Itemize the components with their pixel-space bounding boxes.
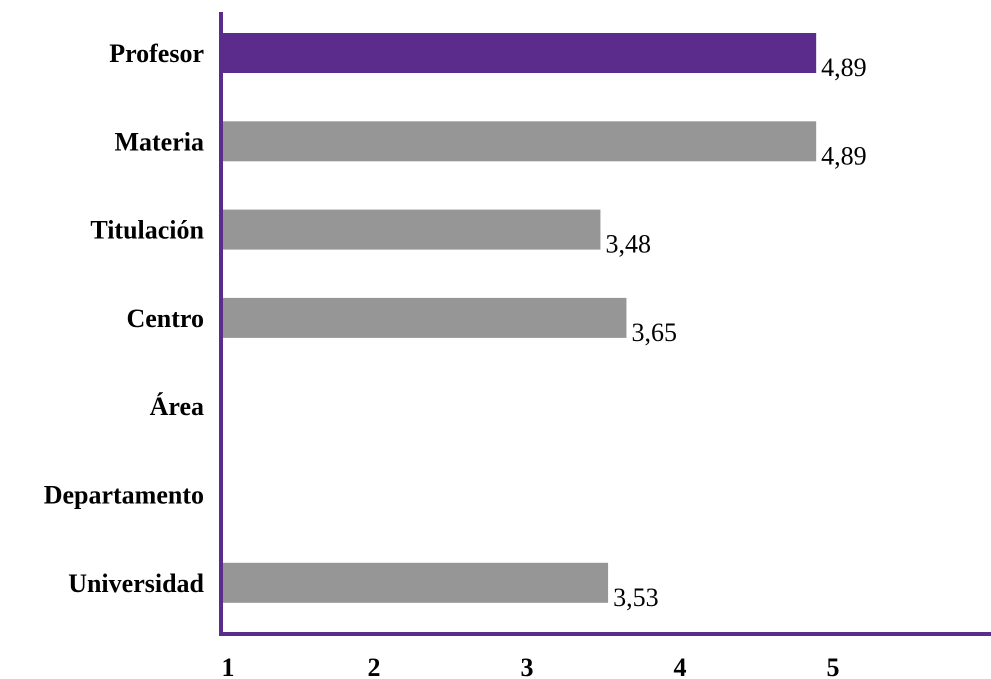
bar-centro — [223, 297, 627, 338]
value-label-centro: 3,65 — [631, 318, 677, 347]
bar-universidad — [223, 562, 609, 603]
value-label-titulacion: 3,48 — [605, 230, 651, 259]
value-label-profesor: 4,89 — [821, 53, 867, 82]
bar-materia — [223, 121, 817, 162]
x-tick-label-1: 1 — [222, 653, 235, 679]
value-label-materia: 4,89 — [821, 141, 867, 170]
bar-titulacion — [223, 209, 601, 250]
category-label-universidad: Universidad — [68, 569, 204, 598]
category-label-centro: Centro — [126, 304, 204, 333]
bar-profesor — [223, 33, 817, 73]
category-label-titulacion: Titulación — [90, 216, 204, 245]
category-labels: Profesor Materia Titulación Centro Área Depar… — [44, 39, 205, 598]
x-tick-label-4: 4 — [674, 653, 687, 679]
category-label-area: Área — [150, 392, 204, 421]
bars-group — [223, 33, 817, 603]
x-tick-label-2: 2 — [368, 653, 381, 679]
category-label-profesor: Profesor — [109, 39, 204, 68]
category-label-departamento: Departamento — [44, 481, 204, 510]
value-labels: 4,89 4,89 3,48 3,65 3,53 — [605, 53, 866, 612]
x-tick-label-5: 5 — [827, 653, 840, 679]
category-label-materia: Materia — [114, 127, 204, 156]
x-tick-label-3: 3 — [521, 653, 534, 679]
value-label-universidad: 3,53 — [613, 583, 659, 612]
x-tick-labels: 1 2 3 4 5 — [222, 653, 840, 679]
